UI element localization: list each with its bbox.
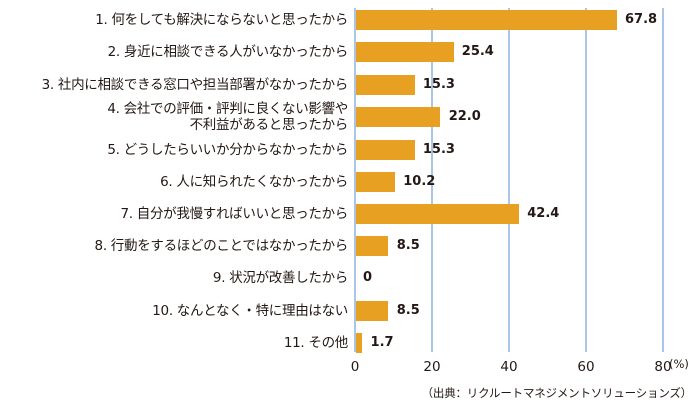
value-label: 42.4 xyxy=(527,206,560,221)
bar xyxy=(355,140,415,160)
category-label: 4. 会社での評価・評判に良くない影響や 不利益があると思ったから xyxy=(107,101,348,133)
gridline-80 xyxy=(662,8,664,352)
category-label: 6. 人に知られたくなかったから xyxy=(160,174,348,190)
bar xyxy=(355,333,363,353)
source-note: （出典：リクルートマネジメントソリューションズ） xyxy=(421,386,693,400)
x-tick-label: 40 xyxy=(500,359,518,375)
bar xyxy=(355,75,415,95)
bar xyxy=(355,172,396,192)
gridline-20 xyxy=(431,8,433,352)
value-label: 1.7 xyxy=(370,335,394,350)
category-label: 9. 状況が改善したから xyxy=(212,270,348,286)
category-label: 5. どうしたらいいか分からなかったから xyxy=(107,142,348,158)
category-label: 10. なんとなく・特に理由はない xyxy=(152,303,348,319)
bar xyxy=(355,107,441,127)
bar xyxy=(355,42,454,62)
category-label: 1. 何をしても解決にならないと思ったから xyxy=(95,12,348,28)
value-label: 15.3 xyxy=(422,142,455,157)
x-axis-unit: (%) xyxy=(669,357,689,371)
x-tick-label: 0 xyxy=(350,359,360,375)
category-label: 7. 自分が我慢すればいいと思ったから xyxy=(120,206,349,222)
value-label: 22.0 xyxy=(448,109,481,124)
bar xyxy=(355,10,617,30)
category-label: 8. 行動をするほどのことではなかったから xyxy=(94,238,349,254)
bar xyxy=(355,204,519,224)
value-label: 8.5 xyxy=(396,303,420,318)
gridline-0 xyxy=(354,8,356,352)
category-label: 11. その他 xyxy=(283,335,348,351)
value-label: 15.3 xyxy=(422,77,455,92)
value-label: 25.4 xyxy=(461,44,494,59)
bar xyxy=(355,301,389,321)
x-tick-label: 20 xyxy=(423,359,441,375)
category-label: 3. 社内に相談できる窓口や担当部署がなかったから xyxy=(41,77,349,93)
x-tick-label: 60 xyxy=(577,359,595,375)
bar xyxy=(355,236,389,256)
value-label: 0 xyxy=(363,270,373,285)
gridline-60 xyxy=(585,8,587,352)
category-label: 2. 身近に相談できる人がいなかったから xyxy=(107,44,349,60)
gridline-40 xyxy=(508,8,510,352)
value-label: 8.5 xyxy=(396,238,420,253)
value-label: 67.8 xyxy=(625,12,658,27)
value-label: 10.2 xyxy=(403,174,436,189)
x-tick-label: 80 xyxy=(654,359,672,375)
